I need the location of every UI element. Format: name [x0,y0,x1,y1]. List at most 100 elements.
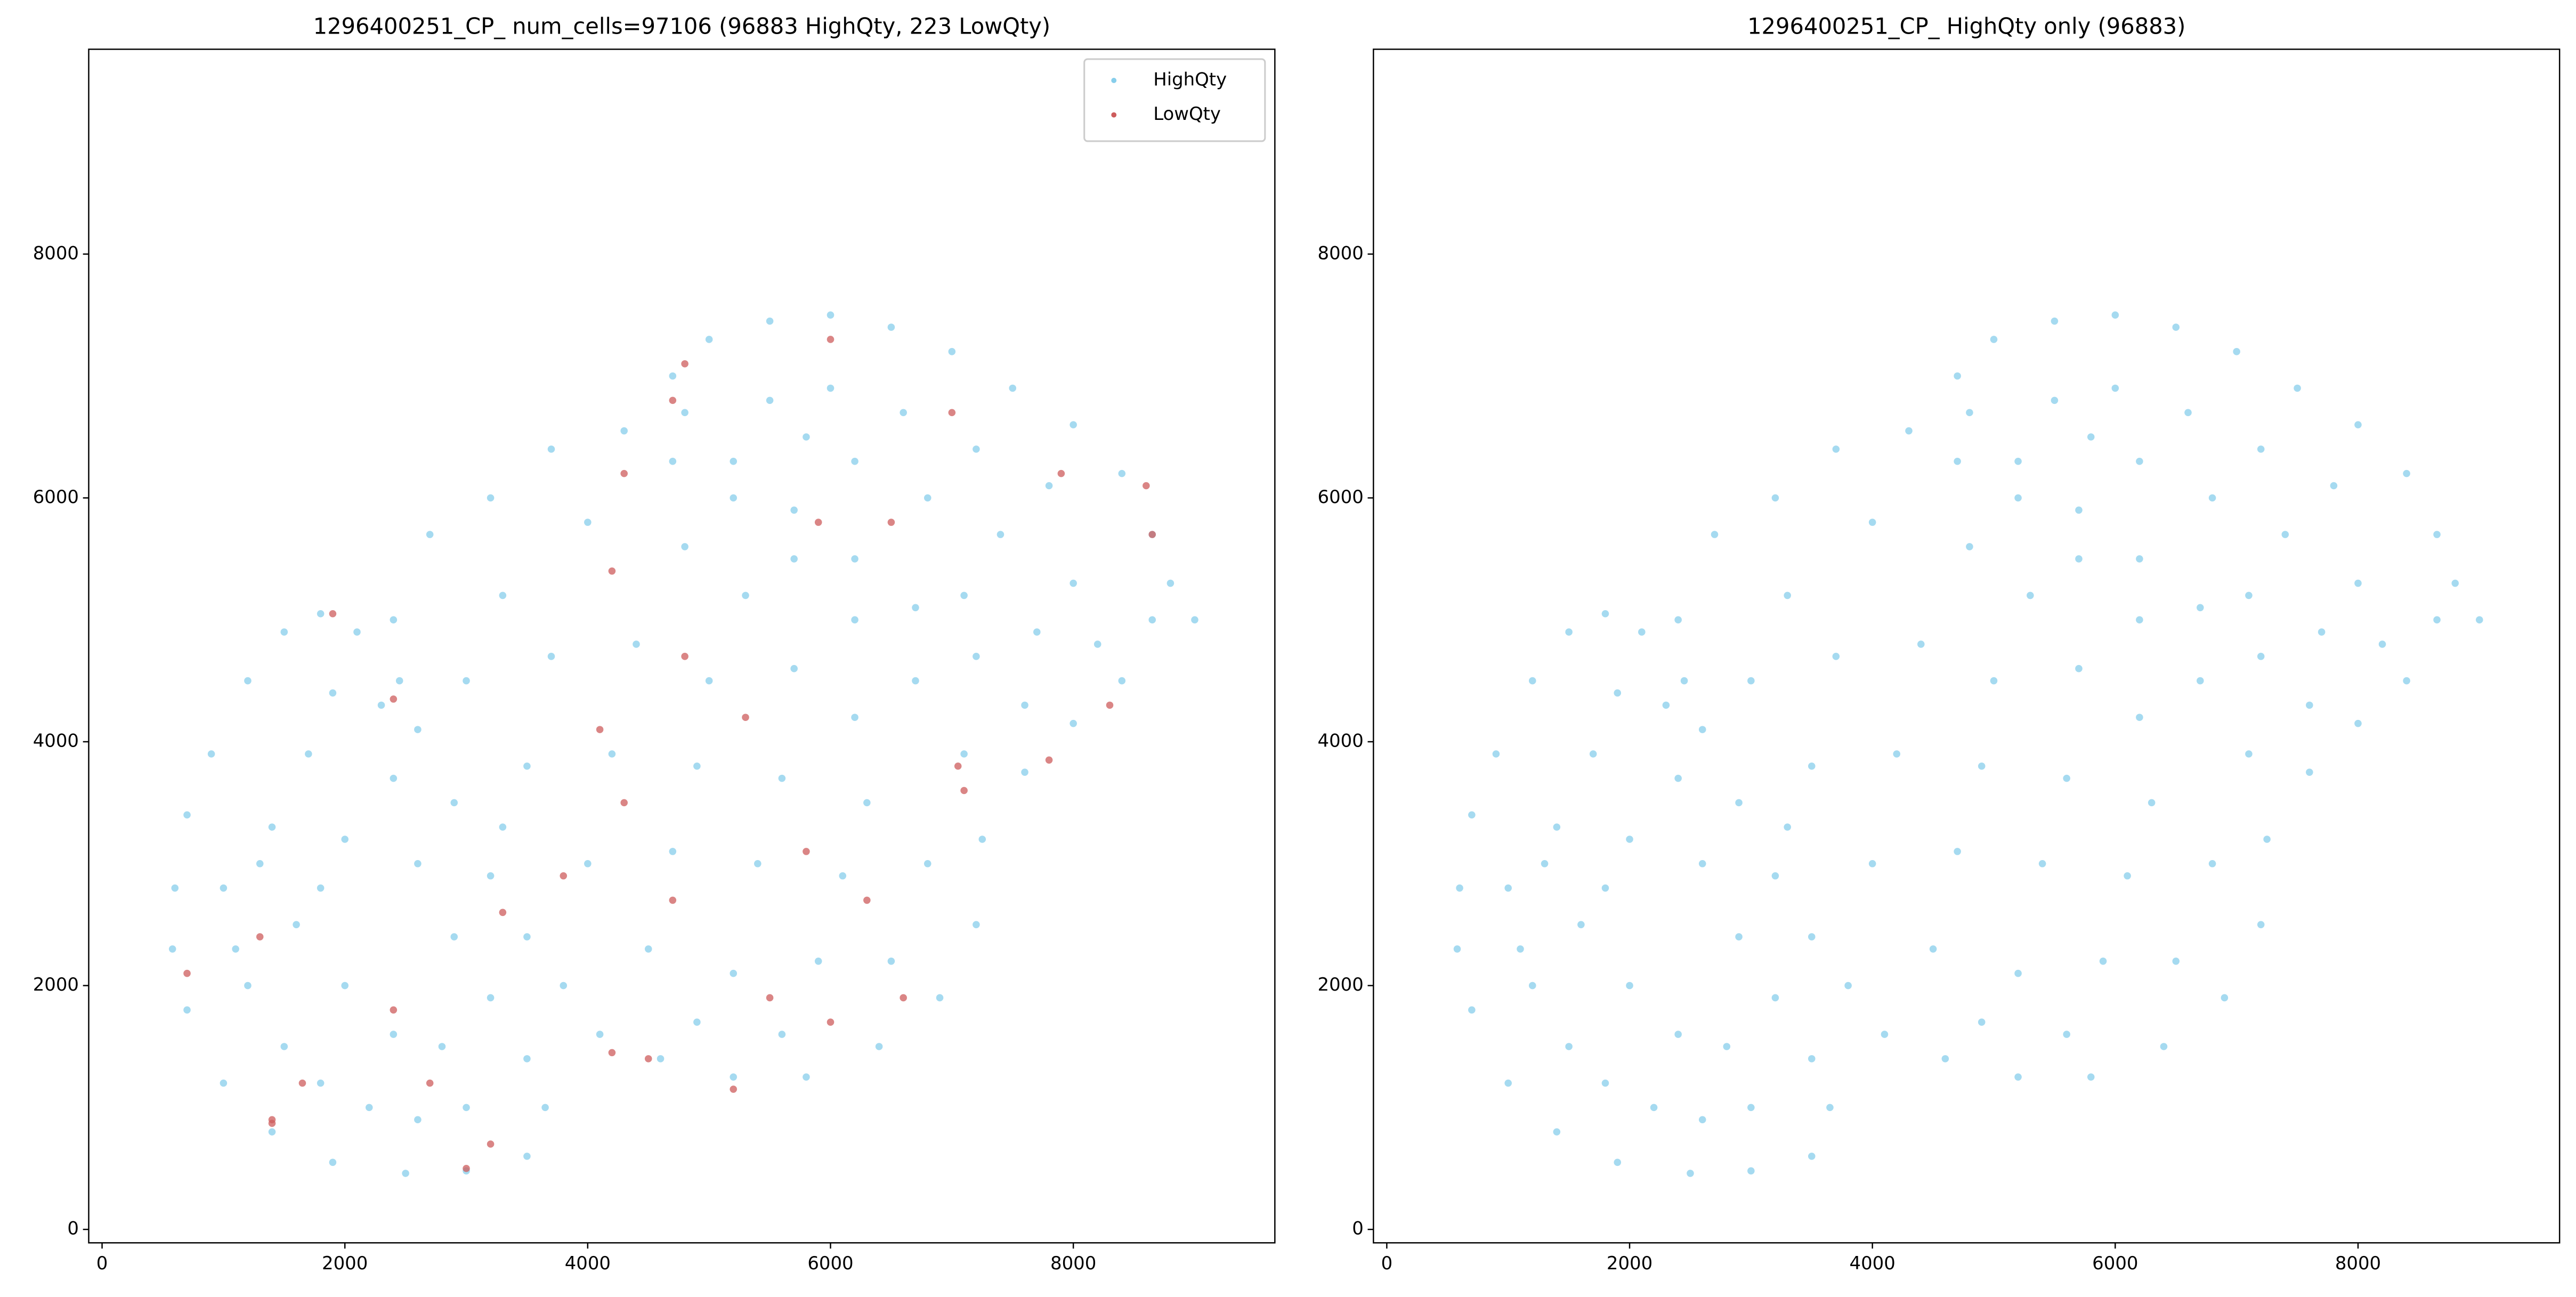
legend-label: HighQty [1153,69,1227,90]
point [1577,921,1585,928]
point [766,317,774,325]
point [1468,811,1476,819]
x-tick-label: 2000 [322,1253,368,1274]
point [1808,762,1816,770]
point [1106,701,1114,709]
point [1784,591,1791,599]
point [1698,1116,1706,1124]
point [608,1049,616,1057]
point [183,1006,191,1014]
point [620,427,628,435]
point [2354,719,2362,727]
x-tick-label: 8000 [1050,1253,1096,1274]
point [681,653,688,660]
legend-marker [1111,112,1117,118]
point [887,518,895,526]
point [171,884,179,892]
point [1747,677,1755,685]
point [523,933,531,941]
point [948,409,956,417]
point [280,628,288,636]
point [523,1055,531,1063]
point [463,677,470,685]
point [1148,531,1156,538]
x-tick-label: 4000 [565,1253,611,1274]
point [1747,1167,1755,1175]
point [390,774,398,782]
point [803,848,810,855]
point [2136,555,2143,563]
point [633,641,640,648]
point [2330,482,2338,490]
point [268,1120,276,1127]
point [1990,336,1998,343]
point [887,323,895,331]
point [851,555,858,563]
point [317,610,325,618]
point [827,311,835,319]
point [280,1043,288,1050]
point [1601,1079,1609,1087]
y-tick-label: 8000 [1318,242,1364,263]
point [523,762,531,770]
point [353,628,361,636]
point [2354,421,2362,428]
point [1528,982,1536,990]
point [1771,994,1779,1002]
point [1990,677,1998,685]
point [790,664,798,672]
point [851,714,858,722]
point [1517,945,1524,953]
axes-frame [1373,48,2561,1244]
point [1650,1104,1658,1112]
point [2433,531,2441,538]
point [2281,531,2289,538]
point [2063,1031,2070,1038]
point [2257,445,2265,453]
point [1978,762,1986,770]
point [2063,774,2070,782]
point [1456,884,1463,892]
point [839,872,847,880]
point [681,409,688,417]
point [1541,860,1549,868]
point [851,457,858,465]
y-tick-label: 4000 [33,730,79,751]
point [395,677,403,685]
point [790,506,798,514]
point [317,884,325,892]
point [390,695,398,703]
point [560,872,568,880]
x-tick-label: 4000 [1850,1253,1895,1274]
x-tick-label: 6000 [807,1253,853,1274]
point [924,494,931,502]
point [2451,579,2459,587]
point [644,945,652,953]
point [608,750,616,758]
point [487,872,495,880]
point [1589,750,1597,758]
point [1808,1153,1816,1160]
point [669,896,677,904]
x-tick-label: 8000 [2335,1253,2381,1274]
point [2306,701,2313,709]
point [900,409,907,417]
point [1674,774,1682,782]
point [1808,1055,1816,1063]
point [596,726,604,733]
point [1118,469,1126,477]
point [1601,610,1609,618]
x-tick-label: 2000 [1607,1253,1652,1274]
point [268,823,276,831]
point [827,384,835,392]
point [168,945,176,953]
point [438,1043,446,1050]
point [487,1140,495,1148]
point [960,787,968,795]
point [730,457,738,465]
point [2051,396,2059,404]
point [644,1055,652,1063]
point [2160,1043,2168,1050]
point [1905,427,1913,435]
